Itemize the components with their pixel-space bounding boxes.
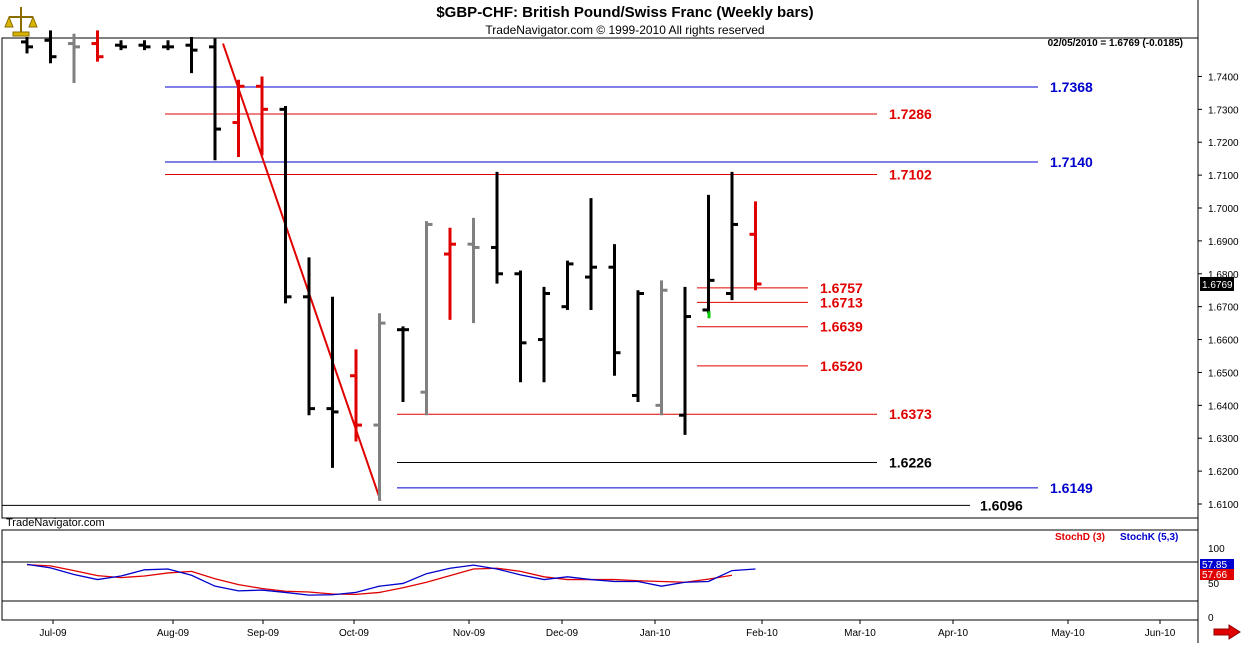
x-tick-label: Feb-10 (746, 628, 778, 639)
ohlc-bar (21, 36, 33, 54)
ohlc-bar (726, 171, 738, 301)
legend-stoch-k[interactable]: StochK (5,3) (1120, 532, 1179, 543)
ohlc-bar (232, 79, 245, 158)
ohlc-bar (491, 171, 503, 284)
y-tick-label: 1.7100 (1208, 171, 1239, 182)
x-tick-label: Mar-10 (844, 628, 876, 639)
level-label-1.6096: 1.6096 (980, 497, 1023, 513)
ohlc-bar (585, 198, 597, 310)
x-tick-label: Sep-09 (247, 628, 280, 639)
ohlc-bar (350, 349, 362, 442)
osc-last-value-box (1200, 559, 1234, 570)
x-tick-label: Aug-09 (157, 628, 190, 639)
ohlc-bar (256, 76, 268, 156)
oscillator-panel-frame (1, 529, 1199, 621)
ohlc-bar (303, 257, 315, 416)
osc-last-value-label: 57.85 (1202, 560, 1227, 571)
legend-stoch-d[interactable]: StochD (3) (1055, 532, 1105, 543)
x-tick-label: Dec-09 (546, 628, 579, 639)
y-tick-label: 1.6300 (1208, 434, 1239, 445)
last-price-box (1200, 276, 1234, 291)
x-tick-label: Jul-09 (39, 628, 67, 639)
ohlc-bar (373, 313, 386, 501)
level-label-1.6149: 1.6149 (1050, 480, 1093, 496)
trade-navigator-logo-icon[interactable] (3, 3, 39, 39)
ohlc-bar (185, 36, 198, 74)
ohlc-bar (138, 40, 151, 51)
y-tick-label: 1.6100 (1208, 500, 1239, 511)
y-tick-label: 1.7000 (1208, 204, 1239, 215)
x-tick-label: Jun-10 (1145, 628, 1176, 639)
osc-last-value-label: 57.66 (1202, 570, 1227, 581)
trend-line (222, 43, 382, 502)
ohlc-bar (632, 290, 644, 403)
ohlc-bar (608, 244, 621, 376)
osc-last-value-box (1200, 569, 1234, 580)
copyright-subtitle: TradeNavigator.com © 1999-2010 All right… (485, 23, 765, 37)
ohlc-bar (68, 33, 80, 84)
ohlc-bar (420, 221, 433, 416)
y-tick-label: 1.6500 (1208, 368, 1239, 379)
x-tick-label: Oct-09 (339, 628, 369, 639)
level-label-1.7102: 1.7102 (889, 166, 932, 182)
level-label-1.7286: 1.7286 (889, 106, 932, 122)
level-label-1.6639: 1.6639 (820, 319, 863, 335)
y-tick-label: 1.7200 (1208, 138, 1239, 149)
ohlc-bar (749, 201, 762, 291)
ohlc-bar (44, 30, 57, 64)
last-price-label: 1.6769 (1202, 280, 1233, 291)
chart-title: $GBP-CHF: British Pound/Swiss Franc (Wee… (436, 4, 814, 21)
ohlc-bar (91, 30, 104, 62)
x-tick-label: Nov-09 (453, 628, 486, 639)
ohlc-bar (561, 260, 574, 310)
ohlc-bar (514, 270, 527, 383)
osc-series-stoch-d (26, 564, 733, 596)
ohlc-bar (209, 38, 221, 161)
ohlc-bar (444, 227, 456, 320)
y-tick-label: 1.6900 (1208, 237, 1239, 248)
level-label-1.7140: 1.7140 (1050, 154, 1093, 170)
osc-y-tick-label: 0 (1208, 613, 1214, 624)
osc-y-tick-label: 100 (1208, 544, 1225, 555)
ohlc-bar (655, 280, 668, 416)
green-signal-marker (707, 311, 711, 319)
x-tick-label: May-10 (1051, 628, 1085, 639)
ohlc-bar (115, 40, 127, 51)
ohlc-bar (397, 326, 409, 403)
scroll-right-arrow-icon[interactable] (1213, 624, 1241, 645)
ohlc-bar (162, 40, 174, 51)
level-label-1.6757: 1.6757 (820, 280, 863, 296)
ohlc-bar (702, 194, 715, 314)
ohlc-bar (538, 286, 550, 383)
y-tick-label: 1.6200 (1208, 467, 1239, 478)
x-tick-label: Apr-10 (938, 628, 968, 639)
y-tick-label: 1.6400 (1208, 401, 1239, 412)
y-tick-label: 1.7300 (1208, 105, 1239, 116)
level-label-1.6373: 1.6373 (889, 406, 932, 422)
y-tick-label: 1.6600 (1208, 336, 1239, 347)
level-label-1.7368: 1.7368 (1050, 79, 1093, 95)
x-tick-label: Jan-10 (640, 628, 671, 639)
osc-series-stoch-k (26, 563, 756, 596)
last-value-readout: 02/05/2010 = 1.6769 (-0.0185) (1047, 38, 1183, 49)
ohlc-bar (679, 286, 691, 435)
level-label-1.6713: 1.6713 (820, 294, 863, 310)
osc-y-tick-label: 50 (1208, 579, 1220, 590)
price-panel-frame (1, 37, 1199, 519)
y-tick-label: 1.7400 (1208, 72, 1239, 83)
ohlc-bar (467, 217, 480, 324)
level-label-1.6520: 1.6520 (820, 358, 863, 374)
level-label-1.6226: 1.6226 (889, 455, 932, 471)
y-tick-label: 1.6700 (1208, 303, 1239, 314)
ohlc-bar (326, 296, 339, 468)
ohlc-bar (279, 106, 292, 304)
y-tick-label: 1.6800 (1208, 270, 1239, 281)
watermark-text: TradeNavigator.com (6, 517, 105, 529)
